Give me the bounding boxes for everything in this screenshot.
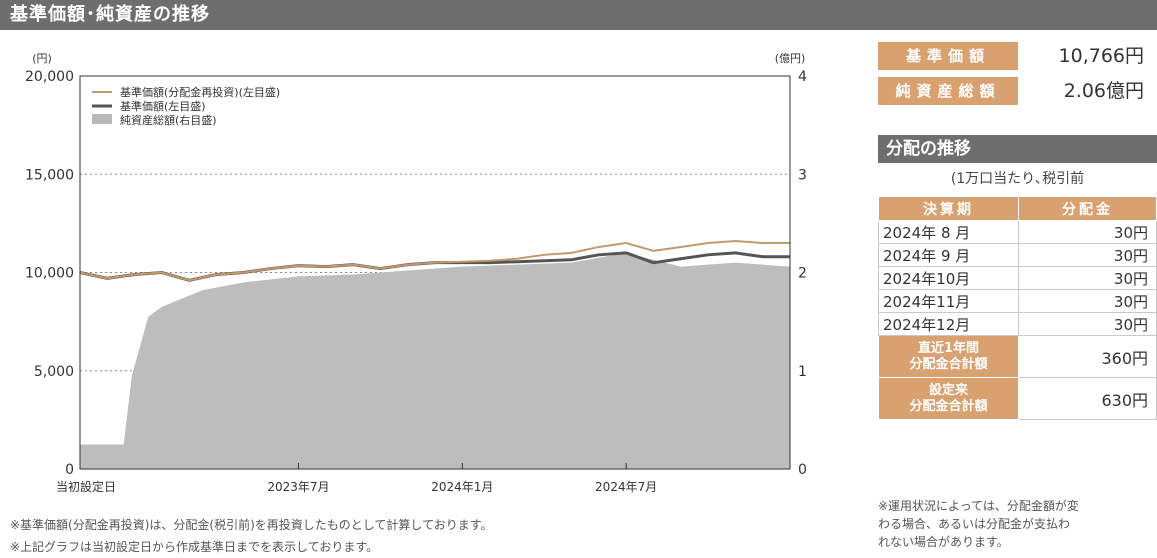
table-row: 2024年10月 30円 (878, 266, 1157, 290)
distribution-note-line: れない場合があります。 (878, 535, 1009, 549)
since-total-row: 設定来 分配金合計額 630円 (878, 377, 1157, 420)
table-row: 2024年12月 30円 (878, 312, 1157, 336)
legend-label: 純資産総額(右目盛) (120, 113, 217, 127)
since-total-value: 630円 (1018, 377, 1157, 420)
distribution-table: 決算期 分配金 2024年 8 月 30円 2024年 9 月 30円 2024… (878, 196, 1157, 420)
assets-summary: 純資産総額 2.06億円 (878, 77, 1148, 105)
plot-frame (79, 75, 791, 470)
since-total-label: 設定来 分配金合計額 (878, 377, 1019, 420)
distribution-note: ※運用状況によっては、分配金額が変 わる場合、あるいは分配金が支払わ れない場合… (878, 497, 1157, 551)
period-cell: 2024年 9 月 (878, 243, 1019, 267)
period-cell: 2024年10月 (878, 266, 1019, 290)
distribution-unit-note: (1万口当たり､税引前 (950, 171, 1085, 187)
since-total-label-line2: 分配金合計額 (909, 398, 988, 414)
x-tick-label: 2023年7月 (267, 480, 329, 494)
nav-label: 基準価額 (878, 42, 1018, 70)
y-left-tick-label: 0 (65, 462, 74, 478)
x-tick-label: 2024年7月 (595, 480, 657, 494)
col-period-header: 決算期 (878, 196, 1019, 221)
recent-total-label-line1: 直近1年間 (917, 340, 980, 356)
table-row: 2024年 8 月 30円 (878, 220, 1157, 244)
distribution-title: 分配の推移 (878, 135, 1157, 163)
assets-value: 2.06億円 (1063, 80, 1144, 102)
distribution-note-line: わる場合、あるいは分配金が支払わ (878, 517, 1071, 531)
recent-total-label: 直近1年間 分配金合計額 (878, 335, 1019, 378)
x-tick-label: 2024年1月 (431, 480, 493, 494)
x-tick-label: 当初設定日 (56, 479, 116, 494)
amount-cell: 30円 (1018, 266, 1157, 290)
y-right-tick-label: 3 (798, 167, 807, 183)
recent-total-row: 直近1年間 分配金合計額 360円 (878, 335, 1157, 378)
y-left-tick-label: 10,000 (25, 266, 74, 282)
nav-value: 10,766円 (1058, 45, 1144, 67)
period-cell: 2024年12月 (878, 312, 1019, 336)
legend-swatch-area (92, 114, 112, 124)
table-row: 2024年 9 月 30円 (878, 243, 1157, 267)
y-right-tick-label: 2 (798, 266, 807, 282)
y-left-tick-label: 5,000 (34, 364, 74, 380)
legend-label: 基準価額(左目盛) (120, 99, 206, 113)
assets-area-layer (80, 252, 790, 469)
col-amount-header: 分配金 (1018, 196, 1157, 221)
table-header-row: 決算期 分配金 (878, 196, 1157, 221)
y-left-tick-label: 20,000 (25, 69, 74, 85)
amount-cell: 30円 (1018, 220, 1157, 244)
assets-label: 純資産総額 (878, 77, 1018, 105)
amount-cell: 30円 (1018, 243, 1157, 267)
chart-note-reinvest: ※基準価額(分配金再投資)は、分配金(税引前)を再投資したものとして計算しており… (10, 518, 493, 532)
table-row: 2024年11月 30円 (878, 289, 1157, 313)
y-right-tick-label: 4 (798, 69, 807, 85)
legend-label: 基準価額(分配金再投資)(左目盛) (120, 85, 280, 99)
y-right-tick-label: 0 (798, 462, 807, 478)
y-left-tick-label: 15,000 (25, 167, 74, 183)
y-right-unit: (億円) (775, 52, 806, 65)
nav-reinvested-line (79, 240, 790, 282)
nav-chart: 0 0 5,000 1 10,000 2 15,000 3 20,000 4 (円) (億円) 当初設定… (25, 52, 807, 494)
chart-note-range: ※上記グラフは当初設定日から作成基準日までを表示しております。 (10, 540, 379, 554)
page-title: 基準価額･純資産の推移 (0, 0, 1157, 30)
distribution-note-line: ※運用状況によっては、分配金額が変 (878, 499, 1079, 513)
assets-area (80, 252, 790, 469)
axes: 0 0 5,000 1 10,000 2 15,000 3 20,000 4 (円) (億円) 当初設定… (25, 52, 807, 494)
period-cell: 2024年 8 月 (878, 220, 1019, 244)
nav-summary: 基準価額 10,766円 (878, 42, 1148, 70)
recent-total-label-line2: 分配金合計額 (909, 356, 988, 372)
y-left-unit: (円) (32, 52, 52, 65)
since-total-label-line1: 設定来 (928, 382, 968, 398)
chart-legend: 基準価額(分配金再投資)(左目盛)基準価額(左目盛)純資産総額(右目盛) (92, 85, 280, 127)
amount-cell: 30円 (1018, 289, 1157, 313)
amount-cell: 30円 (1018, 312, 1157, 336)
nav-lines-layer (79, 240, 790, 282)
period-cell: 2024年11月 (878, 289, 1019, 313)
y-right-tick-label: 1 (798, 364, 807, 380)
recent-total-value: 360円 (1018, 335, 1157, 378)
